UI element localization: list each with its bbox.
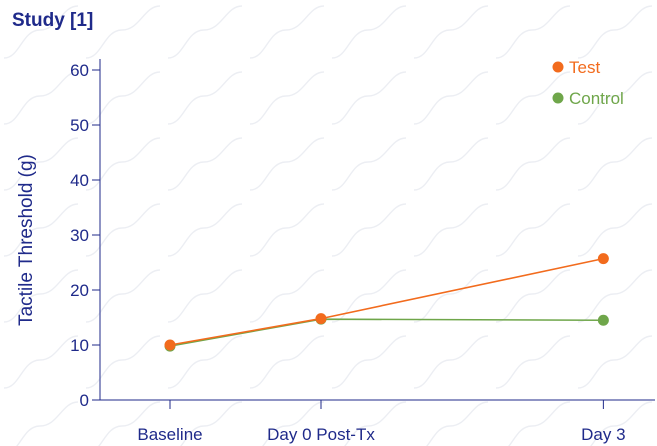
y-axis-label: Tactile Threshold (g) — [16, 154, 37, 326]
x-tick-label-1: Day 0 Post-Tx — [267, 425, 375, 444]
legend-marker-test — [552, 61, 564, 73]
legend-label-test: Test — [569, 58, 600, 77]
y-tick-label-30: 30 — [70, 226, 89, 245]
data-point-control-2 — [597, 314, 609, 326]
x-tick-label-0: Baseline — [137, 425, 202, 444]
legend-marker-control — [552, 92, 564, 104]
x-tick-label-2: Day 3 — [581, 425, 625, 444]
y-tick-label-50: 50 — [70, 116, 89, 135]
y-tick-label-10: 10 — [70, 336, 89, 355]
data-point-test-1 — [315, 313, 327, 325]
series-line-control — [169, 318, 604, 347]
series-line-test — [169, 257, 604, 346]
y-tick-label-40: 40 — [70, 171, 89, 190]
legend-label-control: Control — [569, 89, 624, 108]
y-tick-label-20: 20 — [70, 281, 89, 300]
data-point-test-0 — [164, 339, 176, 351]
y-tick-label-60: 60 — [70, 61, 89, 80]
data-point-test-2 — [597, 253, 609, 265]
y-tick-label-0: 0 — [80, 391, 89, 410]
chart-title: Study [1] — [12, 10, 94, 31]
